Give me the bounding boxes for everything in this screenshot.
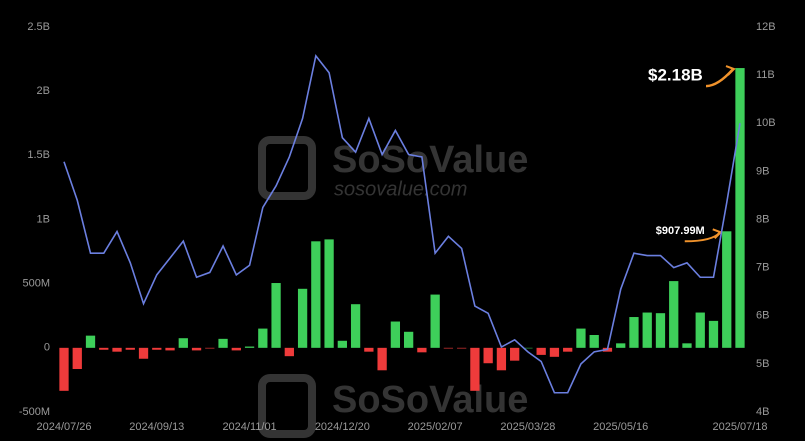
bar: [218, 338, 228, 348]
bar: [443, 347, 454, 349]
watermark: SoSoValue sosovalue.com SoSoValue: [258, 136, 528, 438]
x-tick-label: 2024/09/13: [129, 421, 184, 433]
x-tick-label: 2025/03/28: [500, 421, 555, 433]
y2-tick-label: 10B: [756, 117, 776, 129]
bar: [403, 331, 414, 348]
bar: [576, 328, 586, 348]
bar: [483, 347, 493, 364]
y-tick-label: 2.5B: [27, 21, 50, 33]
bar: [231, 347, 241, 351]
watermark-logo: [258, 374, 316, 438]
bar: [337, 340, 347, 348]
bar: [178, 338, 188, 348]
bar: [297, 288, 308, 348]
bar: [72, 347, 82, 370]
y-tick-label: 1.5B: [27, 149, 50, 161]
bar: [390, 321, 401, 348]
bar: [629, 317, 639, 348]
bar: [523, 347, 533, 349]
bar: [682, 343, 692, 348]
bar: [85, 335, 96, 348]
bar: [695, 312, 705, 348]
annotation: $907.99M: [656, 225, 705, 237]
y-tick-label: -500M: [19, 406, 50, 418]
x-tick-label: 2025/02/07: [408, 421, 463, 433]
bar: [616, 343, 626, 348]
watermark-url: sosovalue.com: [334, 178, 467, 200]
bar: [377, 347, 387, 371]
y2-tick-label: 5B: [756, 358, 769, 370]
watermark-text: SoSoValue: [332, 139, 528, 181]
x-tick-label: 2024/07/26: [36, 421, 91, 433]
bar: [417, 347, 427, 353]
watermark-logo: [258, 136, 316, 200]
bar: [510, 347, 520, 361]
bar: [205, 347, 215, 349]
x-tick-label: 2025/07/18: [712, 421, 767, 433]
bar: [669, 281, 679, 348]
bar: [165, 347, 175, 351]
bar: [708, 320, 719, 348]
bar: [589, 335, 599, 348]
bar: [350, 304, 361, 348]
bar: [112, 347, 122, 352]
bar: [563, 347, 573, 352]
y2-tick-label: 7B: [756, 262, 769, 274]
bar: [311, 241, 321, 348]
y2-tick-label: 9B: [756, 165, 769, 177]
bar: [470, 347, 480, 391]
bar: [642, 312, 652, 348]
bar: [324, 239, 334, 348]
bar: [152, 347, 162, 350]
bar: [125, 347, 135, 350]
annotation-arrowhead: [725, 65, 736, 76]
bar: [496, 347, 507, 371]
y-tick-label: 2B: [37, 85, 50, 97]
annotation: $2.18B: [648, 66, 703, 85]
bar: [59, 347, 69, 391]
bar: [258, 328, 268, 348]
y2-tick-label: 11B: [756, 69, 775, 81]
y2-tick-label: 6B: [756, 310, 769, 322]
bar: [284, 347, 294, 357]
annotation-arrow: [705, 68, 734, 88]
y2-tick-label: 12B: [756, 21, 776, 33]
x-tick-label: 2024/11/01: [222, 421, 276, 433]
bar: [99, 347, 109, 350]
bar: [191, 347, 202, 351]
y2-tick-label: 4B: [756, 406, 769, 418]
bar: [457, 347, 467, 349]
bar: [722, 231, 732, 348]
bar: [549, 347, 560, 357]
bar: [271, 283, 281, 348]
y-tick-label: 0: [44, 342, 50, 354]
line: [63, 54, 741, 394]
bar: [244, 346, 255, 348]
bar: [536, 347, 546, 355]
y-tick-label: 500M: [22, 278, 50, 290]
y2-tick-label: 8B: [756, 213, 769, 225]
watermark-text: SoSoValue: [332, 379, 528, 421]
bar: [735, 68, 745, 348]
bar: [138, 347, 149, 359]
bar: [430, 294, 440, 348]
x-tick-label: 2024/12/20: [315, 421, 370, 433]
x-tick-label: 2025/05/16: [593, 421, 648, 433]
bar: [655, 313, 666, 348]
bar: [364, 347, 374, 352]
y-tick-label: 1B: [37, 213, 50, 225]
